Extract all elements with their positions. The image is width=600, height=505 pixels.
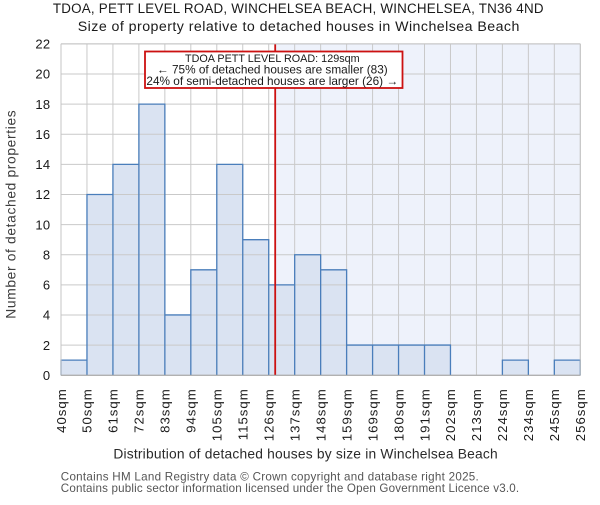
svg-text:22: 22 — [35, 37, 50, 52]
svg-text:202sqm: 202sqm — [443, 388, 458, 441]
svg-text:0: 0 — [43, 368, 51, 383]
svg-text:2: 2 — [43, 338, 51, 353]
svg-text:Size of property relative to d: Size of property relative to detached ho… — [78, 19, 520, 35]
svg-text:191sqm: 191sqm — [417, 388, 432, 441]
svg-text:213sqm: 213sqm — [469, 388, 484, 441]
svg-text:← 75% of detached houses are s: ← 75% of detached houses are smaller (83… — [157, 63, 388, 77]
svg-text:169sqm: 169sqm — [365, 388, 380, 441]
svg-text:72sqm: 72sqm — [132, 388, 147, 433]
svg-text:94sqm: 94sqm — [184, 388, 199, 433]
svg-text:8: 8 — [43, 247, 51, 262]
svg-text:24% of semi-detached houses ar: 24% of semi-detached houses are larger (… — [146, 74, 398, 88]
svg-text:TDOA PETT LEVEL ROAD: 129sqm: TDOA PETT LEVEL ROAD: 129sqm — [185, 53, 360, 65]
svg-text:126sqm: 126sqm — [261, 388, 276, 441]
svg-text:12: 12 — [35, 187, 50, 202]
svg-text:159sqm: 159sqm — [339, 388, 354, 441]
svg-text:50sqm: 50sqm — [80, 388, 95, 433]
svg-text:180sqm: 180sqm — [391, 388, 406, 441]
svg-text:TDOA, PETT LEVEL ROAD, WINCHEL: TDOA, PETT LEVEL ROAD, WINCHELSEA BEACH,… — [53, 1, 544, 16]
svg-text:137sqm: 137sqm — [287, 388, 302, 441]
svg-text:10: 10 — [35, 217, 50, 232]
svg-text:224sqm: 224sqm — [495, 388, 510, 441]
svg-text:83sqm: 83sqm — [158, 388, 173, 433]
svg-text:Number of detached properties: Number of detached properties — [3, 110, 18, 319]
svg-text:115sqm: 115sqm — [236, 388, 251, 440]
svg-text:14: 14 — [35, 157, 50, 172]
svg-text:148sqm: 148sqm — [313, 388, 328, 441]
svg-text:Contains HM Land Registry data: Contains HM Land Registry data © Crown c… — [61, 471, 479, 484]
svg-text:40sqm: 40sqm — [54, 388, 69, 433]
svg-text:245sqm: 245sqm — [547, 388, 562, 441]
svg-text:16: 16 — [35, 127, 50, 142]
svg-text:Distribution of detached house: Distribution of detached houses by size … — [113, 446, 498, 461]
svg-text:105sqm: 105sqm — [210, 388, 225, 441]
svg-text:256sqm: 256sqm — [573, 388, 588, 441]
svg-text:61sqm: 61sqm — [106, 388, 121, 433]
svg-text:Contains public sector informa: Contains public sector information licen… — [61, 482, 520, 495]
svg-text:4: 4 — [43, 308, 51, 323]
svg-text:6: 6 — [43, 277, 51, 292]
svg-text:18: 18 — [35, 97, 50, 112]
svg-text:20: 20 — [35, 67, 50, 82]
svg-text:234sqm: 234sqm — [521, 388, 536, 441]
